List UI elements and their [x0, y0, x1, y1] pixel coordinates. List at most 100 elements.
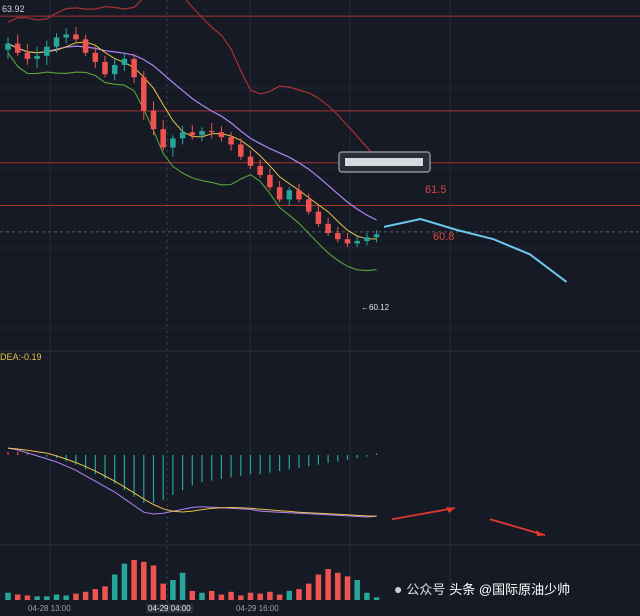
candle-body — [286, 190, 293, 200]
bollinger-upper-line — [7, 0, 378, 159]
arrow-head-icon — [446, 507, 455, 513]
volume-bar — [121, 563, 128, 600]
volume-bar — [247, 592, 254, 600]
level-label-lower: 60.8 — [433, 231, 455, 243]
volume-bar — [208, 590, 215, 600]
volume-bar — [228, 591, 234, 600]
volume-bar — [5, 592, 11, 600]
candle-body — [267, 175, 273, 188]
volume-bar — [24, 595, 31, 600]
volume-bar — [354, 580, 360, 600]
price-forecast-line — [383, 217, 568, 283]
volume-pane — [5, 560, 380, 600]
watermark-author: 头条 @国际原油少帅 — [449, 582, 571, 597]
macd-pane — [7, 447, 546, 537]
indicator-lines — [7, 0, 378, 272]
volume-bar — [218, 594, 225, 600]
candle-body — [276, 187, 283, 200]
volume-bar — [315, 574, 322, 600]
candle-body — [247, 156, 254, 166]
candle-body — [228, 137, 234, 145]
volume-bar — [364, 592, 370, 600]
candle-body — [364, 237, 370, 241]
candle-body — [160, 129, 166, 148]
candle-body — [179, 132, 186, 139]
volume-bar — [150, 565, 157, 600]
candle-body — [325, 223, 331, 234]
volume-bar — [131, 560, 137, 600]
volume-bar — [305, 583, 312, 600]
volume-bar — [53, 594, 60, 600]
volume-bar — [63, 595, 69, 600]
volume-bar — [82, 591, 89, 600]
volume-bar — [92, 589, 99, 600]
volume-bar — [238, 595, 244, 600]
candle-body — [102, 61, 108, 75]
candle-body — [238, 144, 244, 157]
candle-body — [53, 37, 60, 47]
candle-body — [199, 131, 205, 136]
level-label-upper: 61.5 — [425, 184, 447, 196]
candle-body — [150, 110, 157, 130]
candle-body — [373, 234, 380, 238]
redacted-label-box — [338, 151, 431, 173]
macd-forecast-up-line — [391, 507, 456, 521]
time-tick: 04-28 13:00 — [28, 604, 71, 613]
volume-bar — [189, 590, 196, 600]
candle-body — [131, 58, 137, 78]
volume-bar — [267, 591, 273, 600]
volume-bar — [170, 580, 176, 600]
candle-body — [218, 132, 225, 138]
macd-forecast-down-line — [489, 518, 546, 537]
price-high-label: 63.92 — [2, 4, 25, 14]
volume-bar — [44, 596, 50, 600]
watermark: ● 公众号 头条 @国际原油少帅 — [394, 579, 570, 598]
dea-line — [7, 447, 377, 517]
candle-body — [315, 211, 322, 224]
candle-body — [44, 46, 50, 56]
volume-bar — [160, 583, 166, 600]
volume-bar — [276, 594, 283, 600]
dif-line — [7, 447, 377, 518]
volume-bar — [335, 572, 341, 600]
candle-body — [335, 233, 341, 240]
candle-body — [344, 239, 351, 244]
volume-bar — [373, 597, 380, 600]
candles — [5, 27, 380, 248]
time-tick-highlighted: 04-29 04:00 — [146, 604, 193, 613]
wechat-icon: ● — [394, 581, 403, 597]
candle-body — [208, 131, 215, 133]
volume-bar — [111, 574, 118, 600]
low-price-marker: ←60.12 — [361, 303, 390, 312]
volume-bar — [179, 572, 186, 600]
candle-body — [73, 34, 79, 40]
volume-bar — [325, 569, 331, 600]
volume-bar — [296, 589, 302, 600]
volume-bar — [14, 594, 21, 600]
candle-body — [63, 34, 69, 38]
volume-bar — [102, 586, 108, 600]
volume-bar — [257, 593, 263, 600]
candle-body — [111, 65, 118, 75]
candle-body — [257, 165, 263, 175]
watermark-source: 公众号 — [406, 582, 446, 597]
candle-body — [296, 190, 302, 200]
forecast-lines — [383, 217, 568, 283]
candle-body — [24, 52, 31, 59]
candle-body — [92, 52, 99, 62]
dea-readout: DEA:-0.19 — [0, 352, 42, 362]
candle-body — [82, 39, 89, 53]
volume-bar — [34, 596, 40, 600]
candle-body — [189, 132, 196, 136]
candle-body — [354, 241, 360, 244]
volume-bar — [286, 590, 293, 600]
candle-body — [34, 55, 40, 59]
candle-body — [170, 138, 176, 148]
candle-body — [14, 43, 21, 53]
candle-body — [121, 58, 128, 65]
candle-body — [141, 77, 147, 111]
bollinger-lower-line — [7, 52, 377, 272]
volume-bar — [344, 576, 351, 600]
